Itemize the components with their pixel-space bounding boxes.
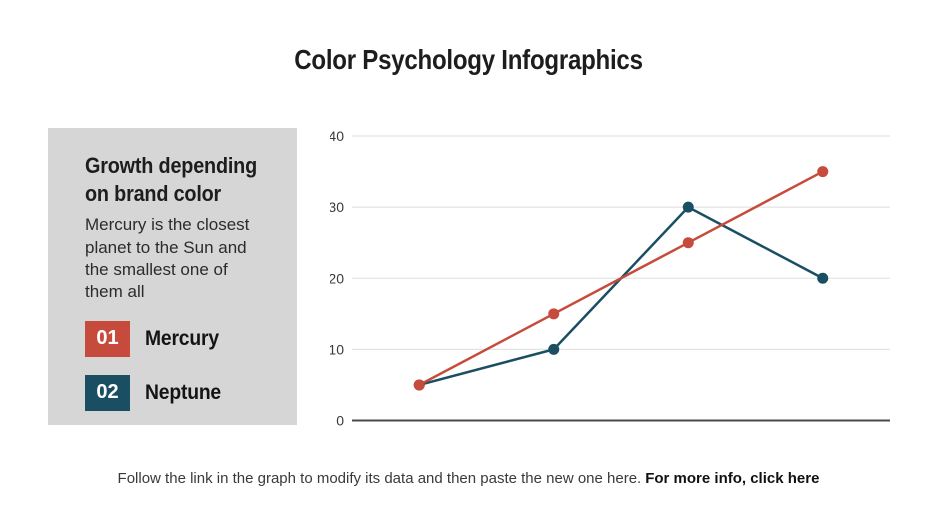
panel-body: Mercury is the closest planet to the Sun… xyxy=(85,215,250,302)
line-chart[interactable]: 0 10 20 30 40 xyxy=(330,120,910,432)
y-tick-label-10: 10 xyxy=(330,341,344,357)
more-info-link[interactable]: For more info, click here xyxy=(645,470,820,487)
data-point-mercury-4 xyxy=(817,166,829,178)
data-point-neptune-2 xyxy=(548,343,560,355)
y-tick-label-40: 40 xyxy=(330,128,344,144)
page-title: Color Psychology Infographics xyxy=(294,44,643,75)
y-tick-label-20: 20 xyxy=(330,270,344,286)
legend-item-neptune: 02 Neptune xyxy=(85,374,287,411)
panel-heading: Growth depending on brand color xyxy=(85,153,258,206)
chart-legend: 01 Mercury 02 Neptune xyxy=(85,320,287,411)
line-chart-svg: 0 10 20 30 40 xyxy=(330,128,890,429)
legend-item-mercury: 01 Mercury xyxy=(85,320,287,357)
data-point-mercury-3 xyxy=(682,237,694,249)
data-point-mercury-2 xyxy=(548,308,560,320)
y-tick-label-0: 0 xyxy=(336,413,344,429)
series-line-neptune xyxy=(418,205,824,387)
legend-label-neptune: Neptune xyxy=(145,380,222,404)
legend-chip-neptune: 02 xyxy=(85,374,130,411)
data-point-mercury-1 xyxy=(413,379,425,391)
legend-chip-mercury: 01 xyxy=(85,320,130,357)
data-point-neptune-4 xyxy=(817,272,829,284)
data-point-neptune-3 xyxy=(682,201,694,213)
footer-text: Follow the link in the graph to modify i… xyxy=(117,470,642,487)
legend-label-mercury: Mercury xyxy=(145,326,219,350)
info-panel: Growth depending on brand color Mercury … xyxy=(48,128,297,425)
series-line-mercury xyxy=(418,170,824,387)
footer-note: Follow the link in the graph to modify i… xyxy=(0,470,937,487)
y-tick-label-30: 30 xyxy=(330,199,344,215)
